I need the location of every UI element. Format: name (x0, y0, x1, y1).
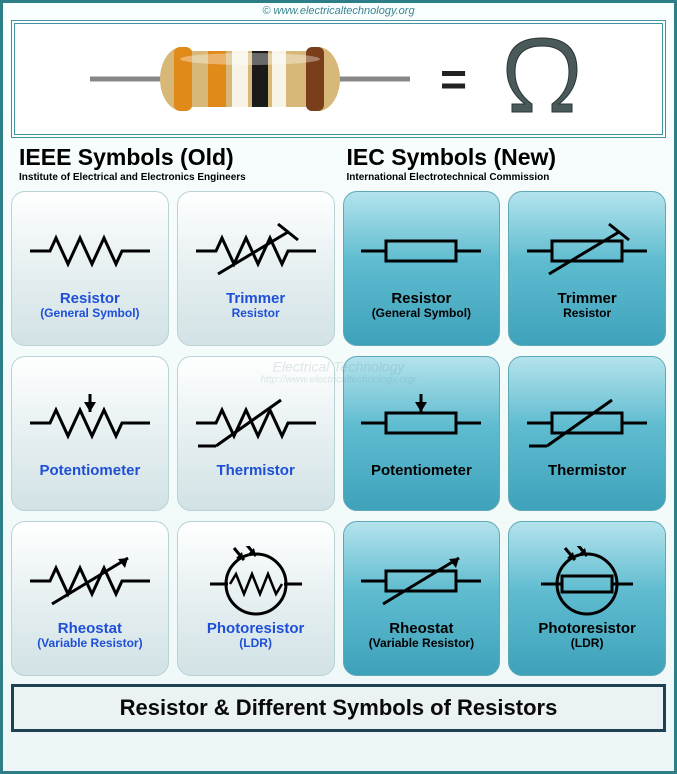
symbol-grid: Resistor(General Symbol) TrimmerResistor… (3, 185, 674, 680)
cell-iec-photoresistor: Photoresistor(LDR) (508, 521, 666, 676)
infographic-frame: © www.electricaltechnology.org = IEEE Sy… (0, 0, 677, 774)
cell-ieee-rheostat: Rheostat(Variable Resistor) (11, 521, 169, 676)
label: Potentiometer (371, 462, 472, 479)
resistor-photo-icon (90, 29, 410, 129)
column-headers: IEEE Symbols (Old) Institute of Electric… (3, 142, 674, 185)
ieee-thermistor-icon (186, 388, 326, 458)
iec-subtitle: International Electrotechnical Commissio… (347, 172, 663, 183)
cell-ieee-trimmer: TrimmerResistor (177, 191, 335, 346)
ieee-photoresistor-icon (186, 546, 326, 616)
iec-potentiometer-icon (351, 388, 491, 458)
label: Rheostat (37, 620, 142, 637)
iec-photoresistor-icon (517, 546, 657, 616)
label: Resistor (372, 290, 471, 307)
cell-ieee-potentiometer: Potentiometer (11, 356, 169, 511)
ieee-trimmer-icon (186, 216, 326, 286)
iec-thermistor-icon (517, 388, 657, 458)
label: Resistor (40, 290, 139, 307)
label: Potentiometer (39, 462, 140, 479)
cell-iec-thermistor: Thermistor (508, 356, 666, 511)
iec-rheostat-icon (351, 546, 491, 616)
equals-sign: = (440, 52, 467, 106)
sublabel: (LDR) (207, 637, 305, 651)
cell-ieee-resistor: Resistor(General Symbol) (11, 191, 169, 346)
iec-title: IEC Symbols (New) (347, 144, 663, 171)
footer-caption: Resistor & Different Symbols of Resistor… (11, 684, 666, 732)
sublabel: (General Symbol) (40, 307, 139, 321)
cell-iec-potentiometer: Potentiometer (343, 356, 501, 511)
label: Photoresistor (538, 620, 636, 637)
label: Trimmer (558, 290, 617, 307)
label: Photoresistor (207, 620, 305, 637)
label: Thermistor (548, 462, 626, 479)
sublabel: (Variable Resistor) (37, 637, 142, 651)
iec-trimmer-icon (517, 216, 657, 286)
cell-ieee-photoresistor: Photoresistor(LDR) (177, 521, 335, 676)
cell-ieee-thermistor: Thermistor (177, 356, 335, 511)
sublabel: (General Symbol) (372, 307, 471, 321)
cell-iec-resistor: Resistor(General Symbol) (343, 191, 501, 346)
iec-resistor-icon (351, 216, 491, 286)
sublabel: (LDR) (538, 637, 636, 651)
ieee-resistor-icon (20, 216, 160, 286)
hero-panel: = (11, 20, 666, 138)
iec-header: IEC Symbols (New) International Electrot… (339, 142, 667, 185)
omega-icon (497, 34, 587, 124)
sublabel: Resistor (226, 307, 285, 321)
site-url: © www.electricaltechnology.org (3, 3, 674, 18)
ieee-title: IEEE Symbols (Old) (19, 144, 335, 171)
cell-iec-trimmer: TrimmerResistor (508, 191, 666, 346)
sublabel: Resistor (558, 307, 617, 321)
cell-iec-rheostat: Rheostat(Variable Resistor) (343, 521, 501, 676)
label: Rheostat (369, 620, 474, 637)
label: Thermistor (216, 462, 294, 479)
label: Trimmer (226, 290, 285, 307)
ieee-header: IEEE Symbols (Old) Institute of Electric… (11, 142, 339, 185)
ieee-rheostat-icon (20, 546, 160, 616)
ieee-potentiometer-icon (20, 388, 160, 458)
ieee-subtitle: Institute of Electrical and Electronics … (19, 172, 335, 183)
sublabel: (Variable Resistor) (369, 637, 474, 651)
